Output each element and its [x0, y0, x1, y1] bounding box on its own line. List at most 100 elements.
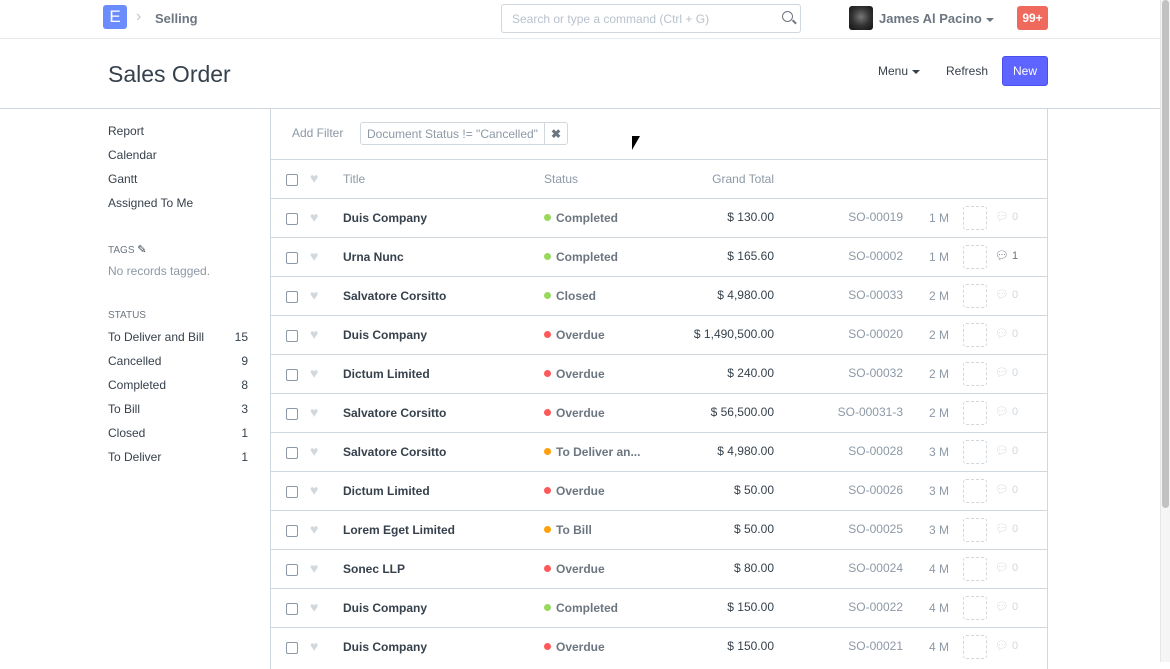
table-row[interactable]: ♥ Dictum Limited Overdue $ 50.00 SO-00026 3 M… [271, 471, 1047, 510]
status-filter-label[interactable]: Completed [108, 378, 167, 392]
row-title[interactable]: Urna Nunc [343, 250, 404, 264]
row-status[interactable]: Overdue [544, 640, 605, 654]
heart-icon[interactable]: ♥ [310, 248, 319, 264]
assign-placeholder[interactable] [963, 557, 987, 581]
row-title[interactable]: Dictum Limited [343, 484, 430, 498]
row-name[interactable]: SO-00031-3 [837, 405, 903, 419]
row-status[interactable]: Completed [544, 211, 618, 225]
comment-count[interactable]: 💬︎ 0 [995, 444, 1018, 457]
heart-icon[interactable]: ♥ [310, 209, 319, 225]
row-status[interactable]: Overdue [544, 406, 605, 420]
user-menu[interactable]: James Al Pacino [879, 11, 994, 26]
close-icon[interactable]: ✖ [543, 123, 567, 144]
heart-icon[interactable]: ♥ [310, 482, 319, 498]
heart-icon[interactable]: ♥ [310, 287, 319, 303]
assign-placeholder[interactable] [963, 206, 987, 230]
assign-placeholder[interactable] [963, 362, 987, 386]
heart-icon[interactable]: ♥ [310, 365, 319, 381]
row-title[interactable]: Lorem Eget Limited [343, 523, 456, 537]
comment-count[interactable]: 💬︎ 0 [995, 522, 1018, 535]
row-status[interactable]: Overdue [544, 328, 605, 342]
heart-icon[interactable]: ♥ [310, 560, 319, 576]
row-checkbox[interactable] [286, 369, 298, 381]
row-title[interactable]: Dictum Limited [343, 367, 430, 381]
table-row[interactable]: ♥ Lorem Eget Limited To Bill $ 50.00 SO-0002… [271, 510, 1047, 549]
heart-icon[interactable]: ♥ [310, 443, 319, 459]
row-name[interactable]: SO-00033 [848, 288, 903, 302]
avatar[interactable] [849, 6, 873, 30]
heart-icon[interactable]: ♥ [310, 326, 319, 342]
row-title[interactable]: Salvatore Corsitto [343, 445, 447, 459]
status-filter-label[interactable]: To Deliver and Bill [108, 330, 205, 344]
comment-count[interactable]: 💬︎ 0 [995, 405, 1018, 418]
heart-icon[interactable]: ♥ [310, 638, 319, 654]
comment-count[interactable]: 💬︎ 0 [995, 639, 1018, 652]
status-filter-label[interactable]: Cancelled [108, 354, 162, 368]
sidebar-link-assigned[interactable]: Assigned To Me [108, 196, 194, 210]
status-filter-label[interactable]: Closed [108, 426, 146, 440]
scrollbar-thumb[interactable] [1162, 0, 1169, 508]
assign-placeholder[interactable] [963, 635, 987, 659]
app-logo[interactable]: E [103, 5, 127, 29]
row-title[interactable]: Duis Company [343, 211, 428, 225]
row-checkbox[interactable] [286, 642, 298, 654]
row-title[interactable]: Duis Company [343, 328, 428, 342]
sidebar-link-report[interactable]: Report [108, 124, 145, 138]
add-filter-button[interactable]: Add Filter [292, 126, 344, 140]
row-title[interactable]: Sonec LLP [343, 562, 406, 576]
row-name[interactable]: SO-00020 [848, 327, 903, 341]
row-title[interactable]: Duis Company [343, 640, 428, 654]
filter-chip[interactable]: Document Status != "Cancelled" ✖ [360, 122, 569, 145]
row-name[interactable]: SO-00021 [848, 639, 903, 653]
row-checkbox[interactable] [286, 486, 298, 498]
search-icon[interactable] [782, 11, 793, 22]
comment-count[interactable]: 💬︎ 0 [995, 327, 1018, 340]
assign-placeholder[interactable] [963, 518, 987, 542]
row-status[interactable]: Completed [544, 250, 618, 264]
comment-count[interactable]: 💬︎ 0 [995, 210, 1018, 223]
row-name[interactable]: SO-00022 [848, 600, 903, 614]
table-row[interactable]: ♥ Salvatore Corsitto To Deliver an... $ 4,9… [271, 432, 1047, 471]
row-status[interactable]: To Deliver an... [544, 445, 640, 459]
row-status[interactable]: Closed [544, 289, 596, 303]
row-checkbox[interactable] [286, 408, 298, 420]
refresh-button[interactable]: Refresh [946, 64, 989, 78]
row-title[interactable]: Duis Company [343, 601, 428, 615]
row-status[interactable]: Overdue [544, 562, 605, 576]
row-name[interactable]: SO-00025 [848, 522, 903, 536]
comment-count[interactable]: 💬︎ 0 [995, 561, 1018, 574]
row-checkbox[interactable] [286, 447, 298, 459]
row-checkbox[interactable] [286, 213, 298, 225]
notifications-badge[interactable]: 99+ [1017, 6, 1048, 30]
row-status[interactable]: Overdue [544, 367, 605, 381]
table-row[interactable]: ♥ Salvatore Corsitto Overdue $ 56,500.00 SO-… [271, 393, 1047, 432]
row-name[interactable]: SO-00026 [848, 483, 903, 497]
sidebar-link-calendar[interactable]: Calendar [108, 148, 157, 162]
row-title[interactable]: Salvatore Corsitto [343, 406, 447, 420]
comment-count[interactable]: 💬︎ 0 [995, 600, 1018, 613]
row-name[interactable]: SO-00024 [848, 561, 903, 575]
table-row[interactable]: ♥ Salvatore Corsitto Closed $ 4,980.00 SO-00… [271, 276, 1047, 315]
row-checkbox[interactable] [286, 330, 298, 342]
pencil-icon[interactable]: ✎ [137, 244, 147, 256]
column-title[interactable]: Title [343, 172, 366, 186]
comment-count[interactable]: 💬︎ 0 [995, 483, 1018, 496]
row-title[interactable]: Salvatore Corsitto [343, 289, 447, 303]
assign-placeholder[interactable] [963, 440, 987, 464]
breadcrumb-selling[interactable]: Selling [155, 11, 198, 26]
row-checkbox[interactable] [286, 291, 298, 303]
row-checkbox[interactable] [286, 603, 298, 615]
table-row[interactable]: ♥ Duis Company Overdue $ 150.00 SO-00021 4 M 💬… [271, 627, 1047, 666]
assign-placeholder[interactable] [963, 245, 987, 269]
table-row[interactable]: ♥ Duis Company Overdue $ 1,490,500.00 SO-000… [271, 315, 1047, 354]
heart-icon[interactable]: ♥ [310, 521, 319, 537]
row-name[interactable]: SO-00028 [848, 444, 903, 458]
heart-icon[interactable]: ♥ [310, 170, 319, 186]
comment-count[interactable]: 💬︎ 1 [995, 249, 1018, 262]
table-row[interactable]: ♥ Urna Nunc Completed $ 165.60 SO-00002 1 M 💬︎… [271, 237, 1047, 276]
row-status[interactable]: Overdue [544, 484, 605, 498]
row-name[interactable]: SO-00032 [848, 366, 903, 380]
row-name[interactable]: SO-00002 [848, 249, 903, 263]
assign-placeholder[interactable] [963, 479, 987, 503]
row-name[interactable]: SO-00019 [848, 210, 903, 224]
